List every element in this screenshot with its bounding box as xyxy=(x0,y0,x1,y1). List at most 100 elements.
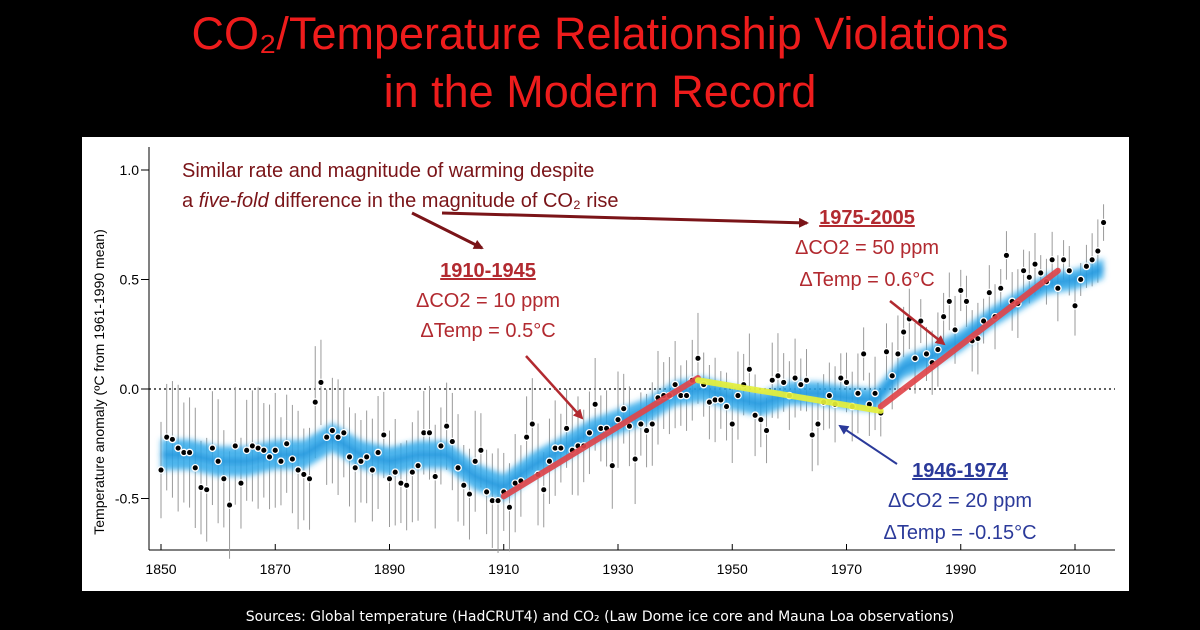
data-point xyxy=(362,453,371,461)
note-line-2: a five-fold difference in the magnitude … xyxy=(182,190,619,212)
data-point xyxy=(854,389,862,398)
period-1975-2005-arrow xyxy=(889,300,946,346)
data-point xyxy=(265,453,274,461)
data-point xyxy=(185,448,194,457)
data-point xyxy=(682,391,691,400)
x-tick-label: 1910 xyxy=(488,561,519,577)
data-point xyxy=(1065,266,1074,275)
data-point xyxy=(922,350,931,358)
data-point xyxy=(636,420,645,428)
data-point xyxy=(214,457,222,466)
data-point xyxy=(642,426,651,435)
note-arrow-right xyxy=(441,211,809,228)
data-point xyxy=(505,503,514,512)
data-point xyxy=(454,463,462,472)
data-point xyxy=(756,415,765,424)
data-point xyxy=(539,485,548,494)
data-point xyxy=(1088,255,1096,264)
data-point xyxy=(1019,266,1028,275)
data-point xyxy=(271,446,280,455)
data-point xyxy=(168,435,177,444)
data-point xyxy=(305,474,314,483)
x-tick-label: 1950 xyxy=(717,561,748,577)
data-point xyxy=(562,424,571,433)
data-point xyxy=(408,468,417,477)
data-point xyxy=(871,389,879,398)
data-point xyxy=(939,312,948,321)
data-point xyxy=(859,350,868,358)
data-point xyxy=(802,376,811,385)
data-point xyxy=(294,466,302,474)
x-tick-label: 1870 xyxy=(260,561,291,577)
data-point xyxy=(985,288,994,297)
data-point xyxy=(1054,284,1062,293)
data-point xyxy=(202,485,211,494)
data-point xyxy=(328,426,337,435)
data-point xyxy=(945,297,954,306)
data-point xyxy=(608,461,617,470)
data-point xyxy=(1076,275,1085,284)
y-tick-label: 1.0 xyxy=(120,162,140,178)
period-1975-2005-dco2: ΔCO2 = 50 ppm xyxy=(795,237,939,259)
x-tick-label: 1850 xyxy=(145,561,176,577)
data-point xyxy=(962,297,971,306)
data-point xyxy=(585,428,594,437)
data-point xyxy=(631,455,639,463)
data-point xyxy=(174,444,182,452)
note-arrow-left xyxy=(411,211,484,250)
data-point xyxy=(722,402,731,411)
data-point xyxy=(899,328,908,336)
data-point xyxy=(1025,273,1034,282)
data-point xyxy=(459,481,468,490)
data-point xyxy=(225,501,234,509)
data-point xyxy=(882,347,891,356)
y-tick-label: -0.5 xyxy=(115,491,139,507)
data-point xyxy=(671,380,679,389)
data-point xyxy=(1002,251,1011,260)
data-point xyxy=(157,466,165,474)
data-point xyxy=(374,448,382,457)
data-point xyxy=(391,468,400,477)
data-point xyxy=(351,463,360,472)
data-point xyxy=(951,326,959,334)
x-tick-label: 2010 xyxy=(1059,561,1090,577)
period-1946-1974: 1946-1974 xyxy=(912,460,1009,482)
period-1910-1945-dtemp: ΔTemp = 0.5°C xyxy=(420,320,555,342)
data-point xyxy=(1099,218,1108,227)
y-axis-label: Temperature anomaly (ºC from 1961-1990 m… xyxy=(91,229,107,534)
data-point xyxy=(322,433,331,442)
x-tick-label: 1930 xyxy=(602,561,633,577)
data-point xyxy=(431,472,440,481)
period-1946-1974-dco2: ΔCO2 = 20 ppm xyxy=(888,490,1032,512)
x-tick-label: 1890 xyxy=(374,561,405,577)
data-point xyxy=(557,444,565,452)
period-1946-1974-arrow xyxy=(838,424,898,465)
data-point xyxy=(311,398,320,406)
x-tick-label: 1970 xyxy=(831,561,862,577)
data-point xyxy=(774,372,782,380)
data-point xyxy=(1036,269,1045,277)
data-point xyxy=(368,466,377,474)
data-point xyxy=(1031,260,1039,269)
data-point xyxy=(208,444,217,452)
trend-line-3 xyxy=(877,267,1061,410)
data-point xyxy=(836,374,845,382)
period-1946-1974-dtemp: ΔTemp = -0.15°C xyxy=(883,522,1036,544)
data-point xyxy=(728,420,737,428)
data-point xyxy=(522,433,531,442)
data-point xyxy=(808,431,817,439)
title-line-1: CO₂/Temperature Relationship Violations xyxy=(191,8,1009,59)
data-point xyxy=(1093,247,1102,255)
title-line-2: in the Modern Record xyxy=(383,66,817,117)
data-point xyxy=(528,420,537,428)
data-point xyxy=(996,284,1005,293)
temperature-chart: 1.0 0.5 0.0 -0.5 1850 1870 1890 1910 1930 1950 19… xyxy=(91,147,1115,577)
data-point xyxy=(956,286,965,295)
chart-panel: 1.0 0.5 0.0 -0.5 1850 1870 1890 1910 1930 1950 19… xyxy=(82,137,1129,591)
x-tick-label: 1990 xyxy=(945,561,976,577)
data-point xyxy=(345,453,354,461)
period-1910-1945: 1910-1945 xyxy=(440,260,536,282)
period-1910-1945-dco2: ΔCO2 = 10 ppm xyxy=(416,290,560,312)
data-point xyxy=(494,496,502,505)
period-1975-2005-dtemp: ΔTemp = 0.6°C xyxy=(799,269,934,291)
